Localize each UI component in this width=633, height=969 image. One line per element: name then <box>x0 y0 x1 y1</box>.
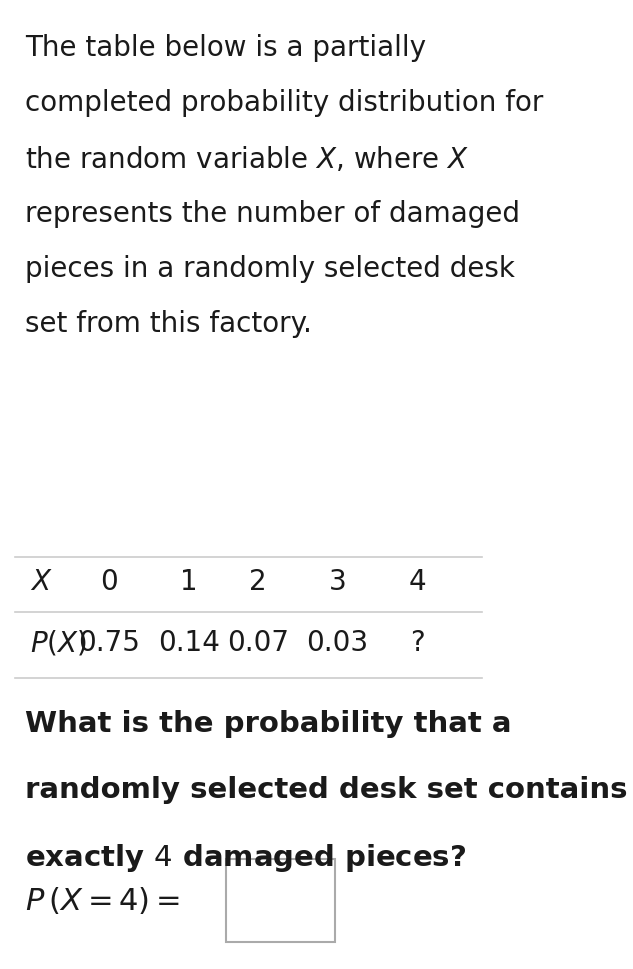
Text: $X$: $X$ <box>30 568 53 596</box>
Text: 1: 1 <box>180 568 197 596</box>
Text: What is the probability that a: What is the probability that a <box>25 709 511 737</box>
Text: 3: 3 <box>329 568 346 596</box>
Text: represents the number of damaged: represents the number of damaged <box>25 200 520 228</box>
Text: completed probability distribution for: completed probability distribution for <box>25 89 543 117</box>
Text: $P(X)$: $P(X)$ <box>30 628 87 657</box>
Text: 0.03: 0.03 <box>306 629 368 656</box>
Text: 0: 0 <box>101 568 118 596</box>
Text: 0.14: 0.14 <box>158 629 220 656</box>
Text: set from this factory.: set from this factory. <box>25 310 311 338</box>
Text: 4: 4 <box>408 568 426 596</box>
Text: ?: ? <box>410 629 425 656</box>
Text: randomly selected desk set contains: randomly selected desk set contains <box>25 775 627 803</box>
Text: $P\,(X = 4) =$: $P\,(X = 4) =$ <box>25 884 180 915</box>
Text: The table below is a partially: The table below is a partially <box>25 34 426 62</box>
Text: the random variable $\mathit{X}$, where $\mathit{X}$: the random variable $\mathit{X}$, where … <box>25 144 469 173</box>
Text: pieces in a randomly selected desk: pieces in a randomly selected desk <box>25 255 515 283</box>
Text: 2: 2 <box>249 568 267 596</box>
Text: exactly $4$ damaged pieces?: exactly $4$ damaged pieces? <box>25 841 466 873</box>
FancyBboxPatch shape <box>226 860 335 942</box>
Text: 0.07: 0.07 <box>227 629 289 656</box>
Text: 0.75: 0.75 <box>78 629 140 656</box>
